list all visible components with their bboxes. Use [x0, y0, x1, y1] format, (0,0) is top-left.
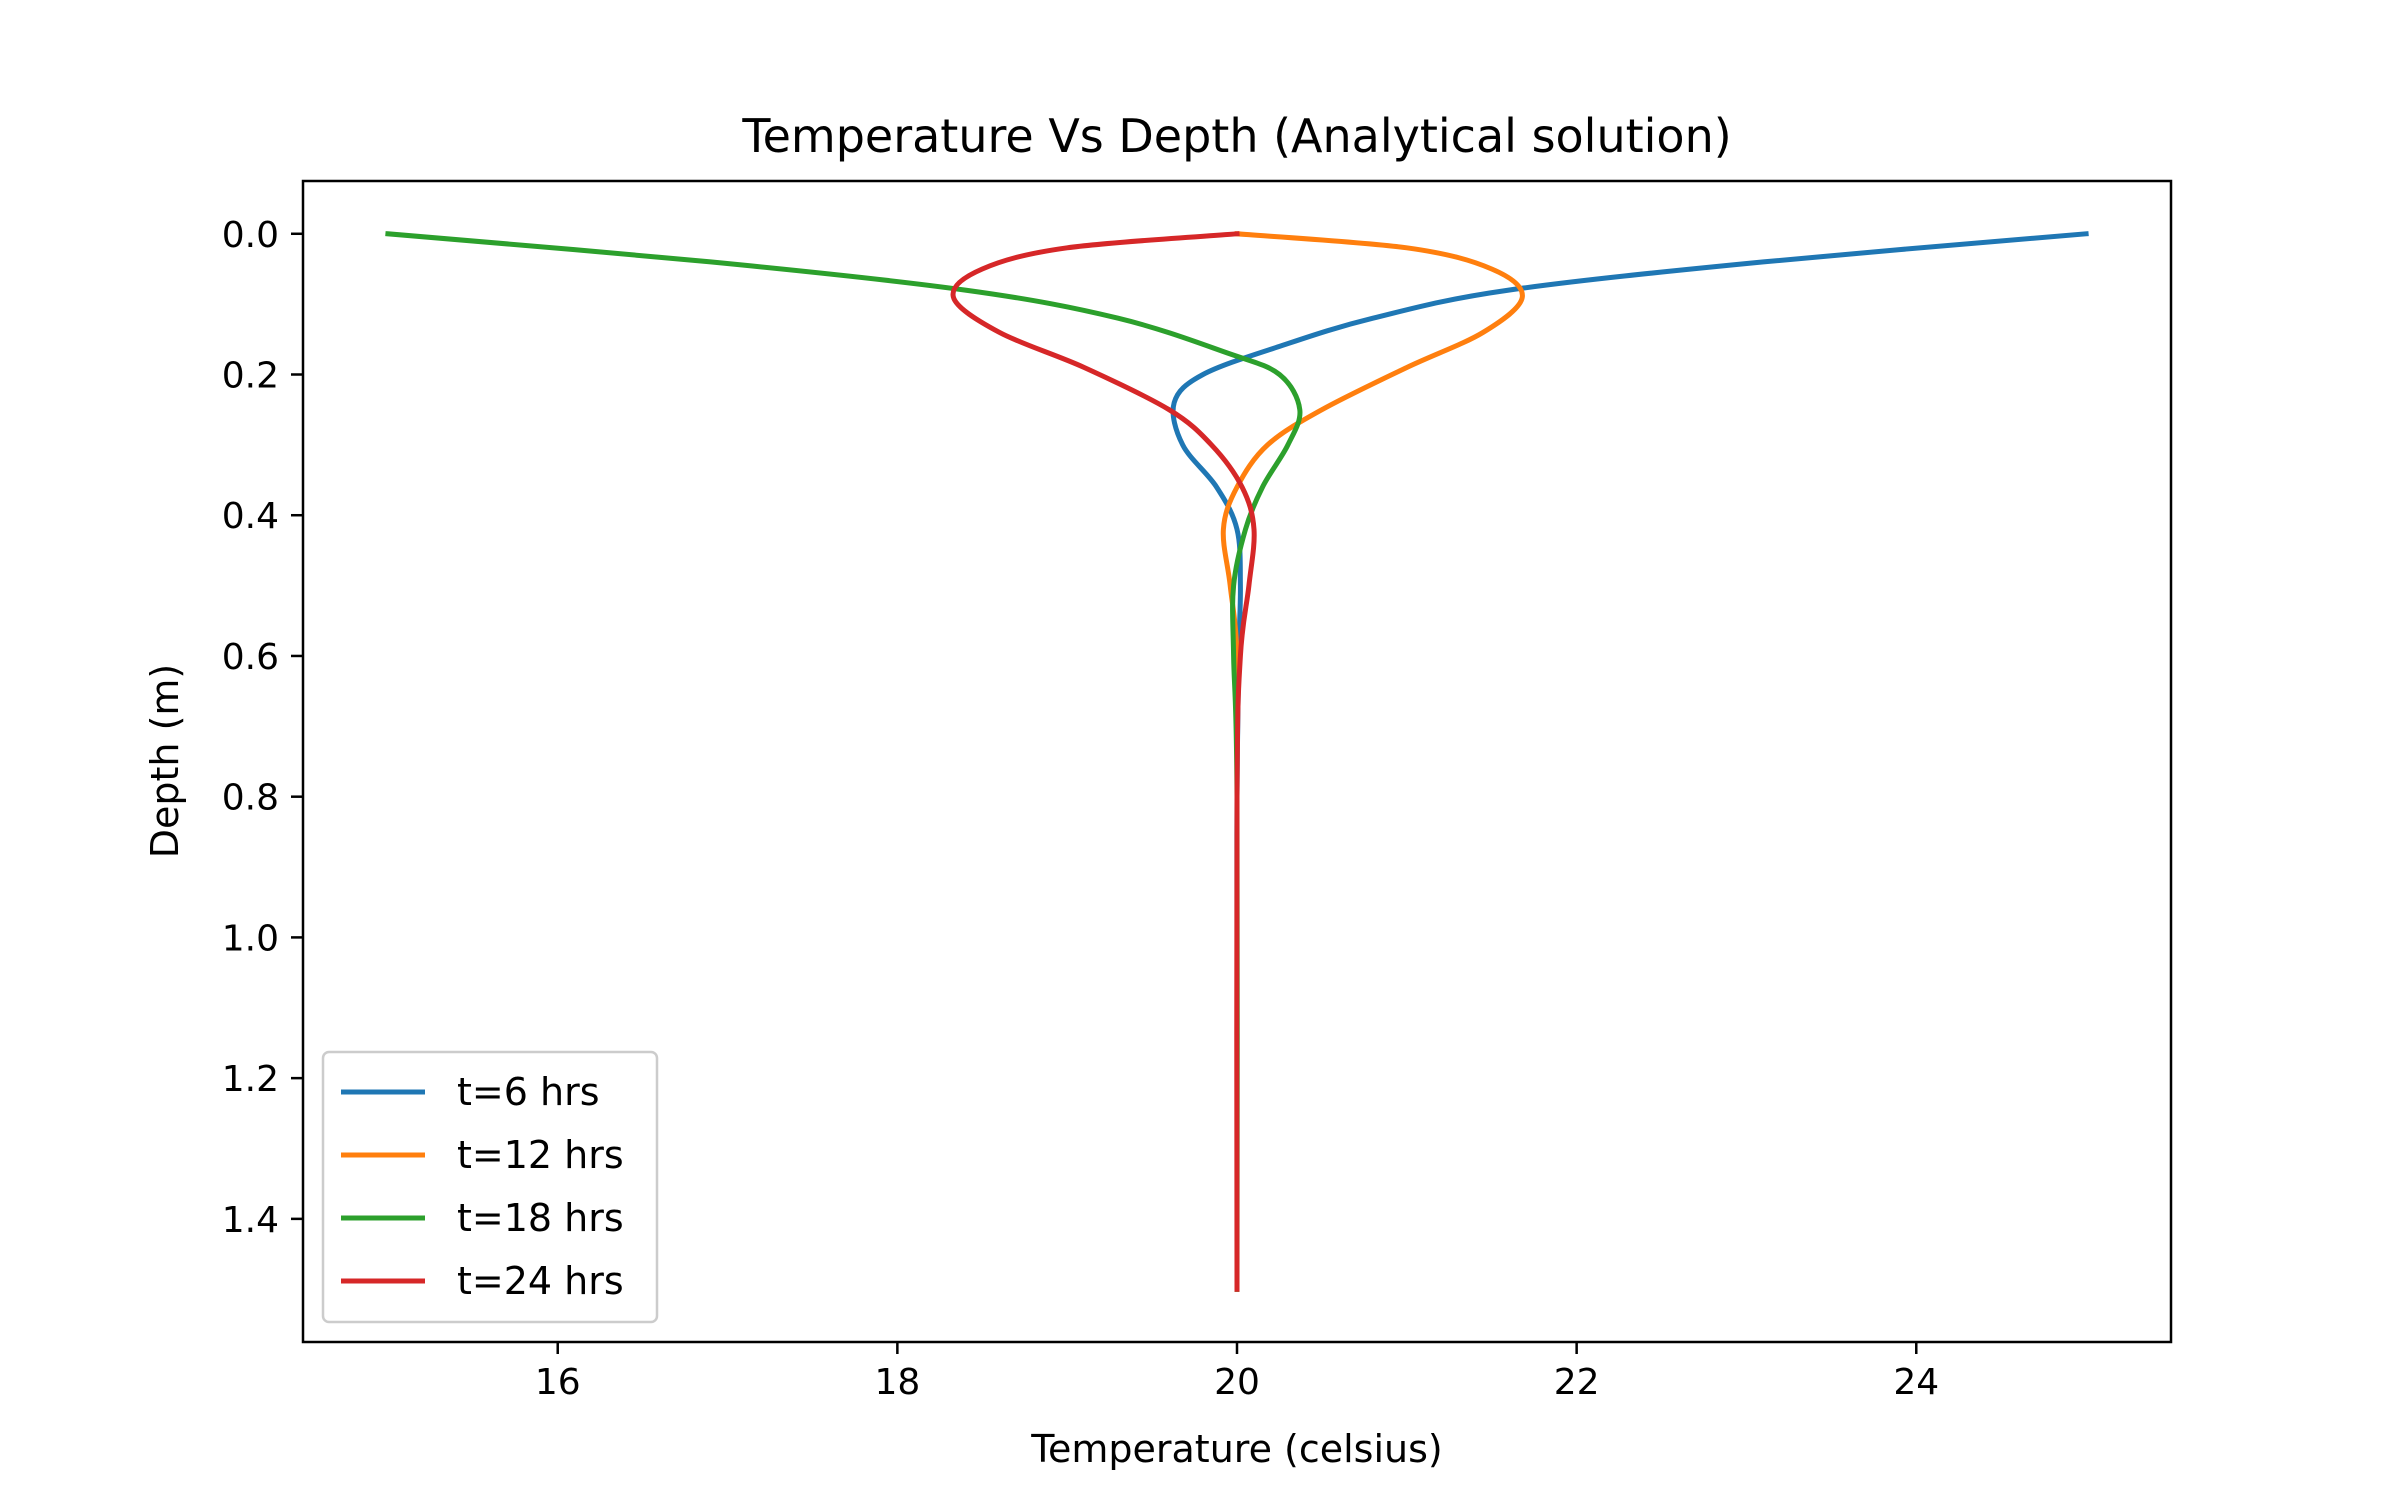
legend-label-2: t=12 hrs	[457, 1133, 624, 1177]
x-axis-ticks: 16 18 20 22 24	[535, 1342, 1939, 1403]
series-layer	[385, 231, 2089, 1292]
legend-box	[321, 1050, 659, 1324]
x-tick-label: 24	[1893, 1362, 1939, 1403]
y-axis-label: Depth (m)	[143, 664, 187, 859]
legend-label-3: t=18 hrs	[457, 1196, 624, 1240]
legend-label-4: t=24 hrs	[457, 1259, 624, 1303]
chart-title: Temperature Vs Depth (Analytical solutio…	[741, 109, 1731, 163]
y-axis-ticks: 0.0 0.2 0.4 0.6 0.8 1.0 1.2 1.4	[222, 215, 303, 1241]
x-tick-label: 18	[874, 1362, 920, 1403]
y-tick-label: 1.4	[222, 1200, 279, 1241]
y-tick-label: 0.4	[222, 496, 279, 537]
x-tick-label: 20	[1214, 1362, 1260, 1403]
x-tick-label: 22	[1554, 1362, 1600, 1403]
x-axis-label: Temperature (celsius)	[1030, 1427, 1443, 1471]
y-tick-label: 1.0	[222, 918, 279, 959]
x-tick-label: 16	[535, 1362, 581, 1403]
y-tick-label: 0.6	[222, 637, 279, 678]
y-tick-label: 0.2	[222, 356, 279, 397]
y-tick-label: 0.8	[222, 778, 279, 819]
y-tick-label: 1.2	[222, 1059, 279, 1100]
series-line-4	[950, 231, 1257, 1292]
legend: t=6 hrs t=12 hrs t=18 hrs t=24 hrs	[321, 1050, 659, 1324]
y-tick-label: 0.0	[222, 215, 279, 256]
legend-label-1: t=6 hrs	[457, 1070, 600, 1114]
